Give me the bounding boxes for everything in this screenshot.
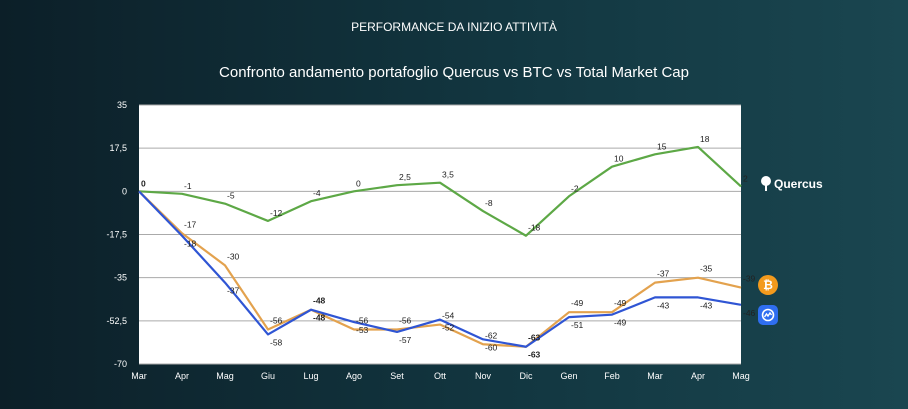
data-label: -12	[270, 208, 283, 218]
data-label: -60	[485, 342, 498, 352]
x-tick-label: Giu	[261, 371, 275, 381]
data-label: 18	[700, 134, 710, 144]
data-label: -18	[184, 239, 197, 249]
x-tick-label: Lug	[303, 371, 318, 381]
x-tick-label: Apr	[691, 371, 705, 381]
y-tick-label: -52,5	[106, 316, 127, 326]
data-label: -54	[442, 311, 455, 321]
quercus-logo: Quercus	[760, 175, 830, 198]
series-line	[138, 145, 742, 237]
data-label: -43	[700, 300, 713, 310]
data-label: -30	[227, 251, 240, 261]
data-label: -63	[528, 350, 541, 360]
data-label: 10	[614, 154, 624, 164]
tree-icon	[761, 176, 771, 191]
data-label: -43	[657, 300, 670, 310]
page-title: PERFORMANCE DA INIZIO ATTIVITÀ	[351, 20, 557, 34]
series-line	[138, 190, 742, 348]
data-label: 2	[743, 173, 748, 183]
x-tick-label: Feb	[604, 371, 620, 381]
data-label: 0	[141, 178, 146, 188]
data-label: -53	[356, 325, 369, 335]
x-tick-label: Mag	[216, 371, 234, 381]
data-label: -46	[743, 308, 756, 318]
data-label: 2,5	[399, 172, 411, 182]
x-tick-label: Nov	[475, 371, 492, 381]
data-label: -56	[356, 315, 369, 325]
data-label: -17	[184, 219, 197, 229]
x-tick-label: Gen	[560, 371, 577, 381]
data-label: -58	[270, 337, 283, 347]
x-tick-label: Set	[390, 371, 404, 381]
data-label: 0	[356, 178, 361, 188]
x-tick-label: Apr	[175, 371, 189, 381]
data-label: 3,5	[442, 170, 454, 180]
chart-subtitle: Confronto andamento portafoglio Quercus …	[219, 64, 689, 81]
data-label: 15	[657, 141, 667, 151]
data-label: -57	[399, 335, 412, 345]
data-label: -37	[657, 269, 670, 279]
data-label: -39	[743, 274, 756, 284]
data-label: -49	[571, 298, 584, 308]
x-tick-label: Ago	[346, 371, 362, 381]
data-label: -37	[227, 286, 240, 296]
y-tick-label: 0	[122, 186, 127, 196]
x-tick-label: Dic	[520, 371, 533, 381]
x-tick-label: Mag	[732, 371, 750, 381]
data-label: -62	[485, 330, 498, 340]
y-tick-label: 35	[117, 100, 127, 110]
data-label: -52	[442, 323, 455, 333]
data-label: -5	[227, 191, 235, 201]
data-label: -56	[399, 315, 412, 325]
quercus-logo-text: Quercus	[774, 177, 823, 191]
x-tick-label: Ott	[434, 371, 447, 381]
data-label: -4	[313, 188, 321, 198]
data-label: -2	[571, 183, 579, 193]
data-label: -8	[485, 198, 493, 208]
bitcoin-icon: ₿	[758, 275, 778, 295]
series-line	[138, 190, 742, 348]
x-tick-label: Mar	[131, 371, 147, 381]
y-tick-label: -35	[114, 273, 127, 283]
data-label: -1	[184, 181, 192, 191]
data-label: -48	[313, 296, 326, 306]
y-tick-label: -70	[114, 359, 127, 369]
data-label: -51	[571, 320, 584, 330]
data-label: -35	[700, 264, 713, 274]
market-cap-icon	[758, 305, 778, 325]
data-label: -18	[528, 223, 541, 233]
data-label: -63	[528, 333, 541, 343]
y-tick-label: 17,5	[109, 143, 127, 153]
data-label: -49	[614, 298, 627, 308]
data-label: -49	[614, 318, 627, 328]
y-tick-label: -17,5	[106, 230, 127, 240]
data-label: -48	[313, 313, 326, 323]
data-label: -56	[270, 315, 283, 325]
x-tick-label: Mar	[647, 371, 663, 381]
